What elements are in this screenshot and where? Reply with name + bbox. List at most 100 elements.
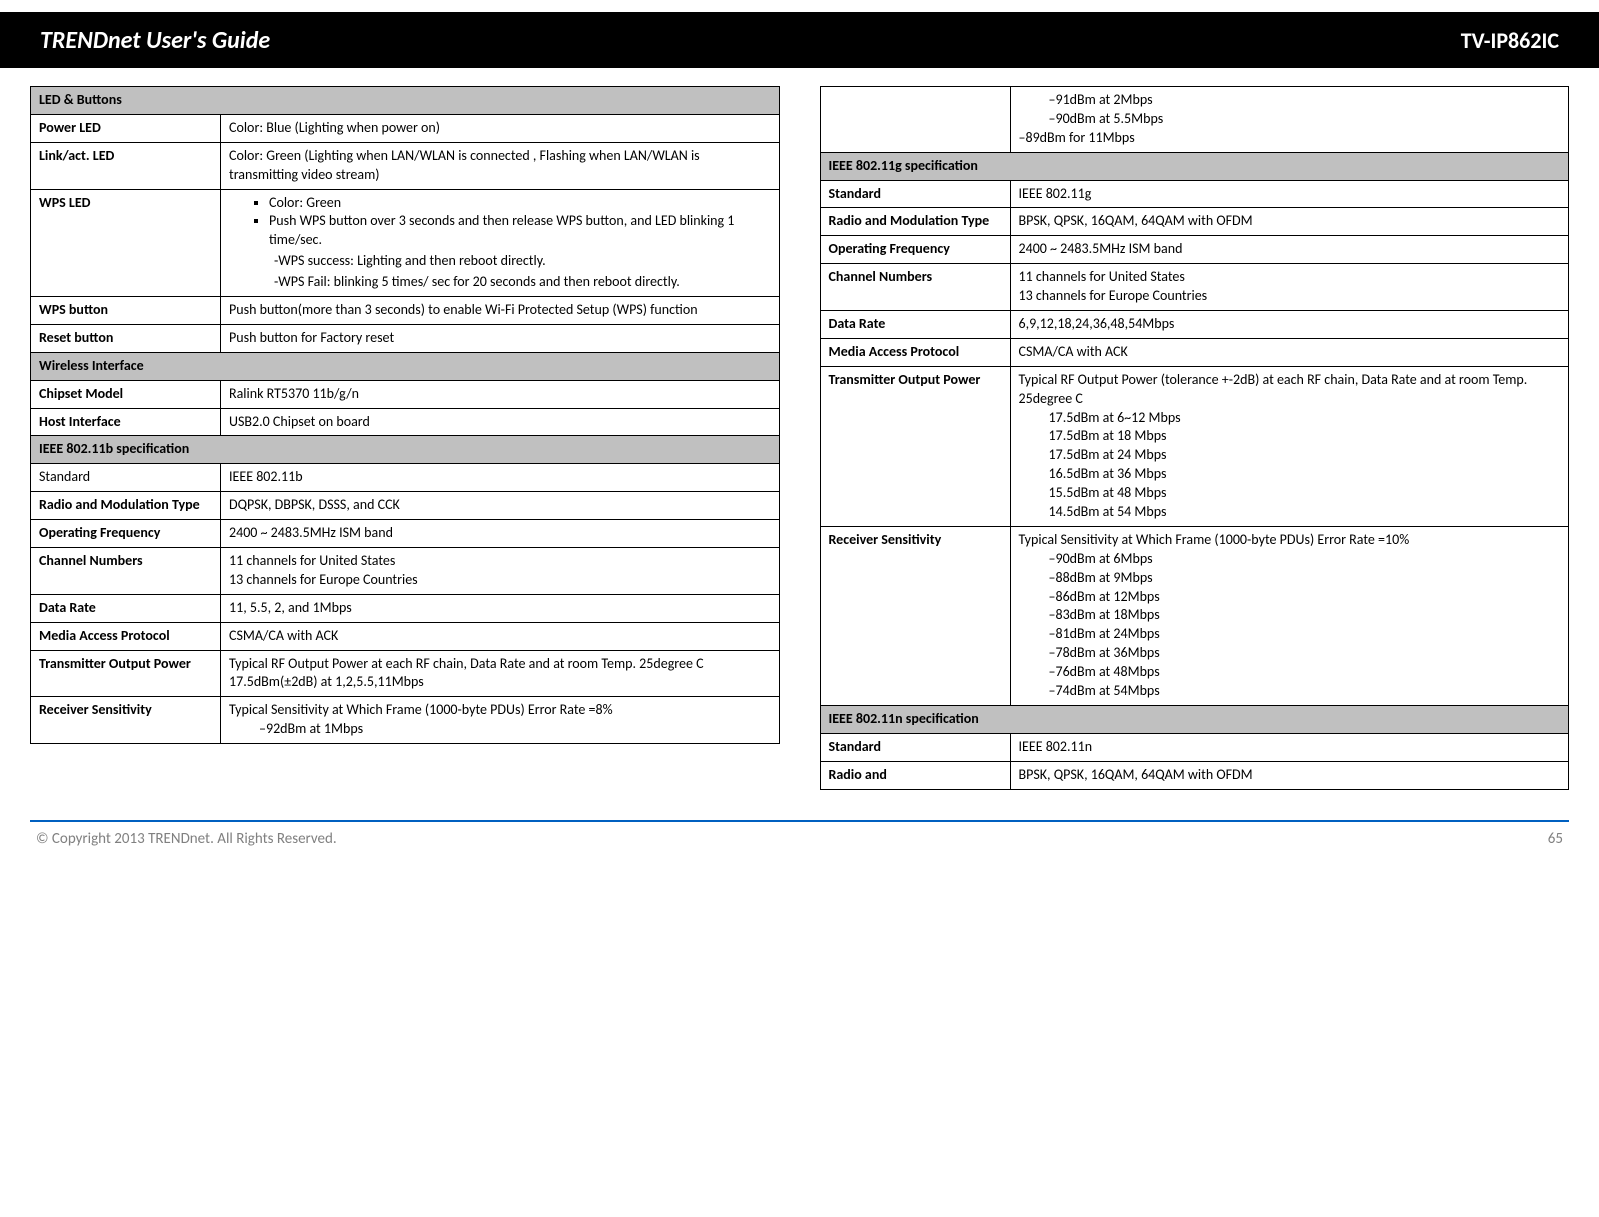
spec-value: CSMA/CA with ACK	[221, 622, 780, 650]
wps-subnote: -WPS success: Lighting and then reboot d…	[229, 252, 771, 271]
table-row: IEEE 802.11b specification	[31, 436, 780, 464]
table-row: –91dBm at 2Mbps –90dBm at 5.5Mbps –89dBm…	[820, 87, 1569, 153]
spec-key: Power LED	[31, 114, 221, 142]
spec-key: Chipset Model	[31, 380, 221, 408]
table-row: WPS button Push button(more than 3 secon…	[31, 297, 780, 325]
spec-key: Receiver Sensitivity	[31, 697, 221, 744]
spec-value: IEEE 802.11g	[1010, 180, 1569, 208]
spec-key: Link/act. LED	[31, 142, 221, 189]
table-row: Power LED Color: Blue (Lighting when pow…	[31, 114, 780, 142]
table-row: Operating Frequency 2400 ~ 2483.5MHz ISM…	[31, 520, 780, 548]
spec-table-right: –91dBm at 2Mbps –90dBm at 5.5Mbps –89dBm…	[820, 86, 1570, 790]
wps-bullet-list: Color: Green Push WPS button over 3 seco…	[229, 194, 771, 251]
value-line: 17.5dBm at 6~12 Mbps	[1019, 409, 1561, 428]
value-line: 11 channels for United States	[229, 552, 771, 571]
value-line: 13 channels for Europe Countries	[1019, 287, 1561, 306]
value-line: Typical RF Output Power at each RF chain…	[229, 655, 771, 674]
spec-value: 2400 ~ 2483.5MHz ISM band	[1010, 236, 1569, 264]
spec-key: Operating Frequency	[31, 520, 221, 548]
spec-key: Channel Numbers	[31, 548, 221, 595]
table-row: Channel Numbers 11 channels for United S…	[820, 264, 1569, 311]
spec-value: Ralink RT5370 11b/g/n	[221, 380, 780, 408]
spec-key: Media Access Protocol	[820, 338, 1010, 366]
table-row: Transmitter Output Power Typical RF Outp…	[31, 650, 780, 697]
value-line: 13 channels for Europe Countries	[229, 571, 771, 590]
spec-value: Push button for Factory reset	[221, 324, 780, 352]
spec-value: USB2.0 Chipset on board	[221, 408, 780, 436]
value-line: –83dBm at 18Mbps	[1019, 606, 1561, 625]
spec-value: 11, 5.5, 2, and 1Mbps	[221, 594, 780, 622]
table-row: Transmitter Output Power Typical RF Outp…	[820, 366, 1569, 526]
table-row: LED & Buttons	[31, 87, 780, 115]
value-line: –91dBm at 2Mbps	[1019, 91, 1561, 110]
spec-value: Typical Sensitivity at Which Frame (1000…	[1010, 526, 1569, 705]
section-11b: IEEE 802.11b specification	[31, 436, 780, 464]
spec-value: 6,9,12,18,24,36,48,54Mbps	[1010, 311, 1569, 339]
value-line: 17.5dBm at 24 Mbps	[1019, 446, 1561, 465]
content-columns: LED & Buttons Power LED Color: Blue (Lig…	[30, 86, 1569, 790]
spec-key: Operating Frequency	[820, 236, 1010, 264]
table-row: WPS LED Color: Green Push WPS button ove…	[31, 189, 780, 296]
section-led-buttons: LED & Buttons	[31, 87, 780, 115]
value-line: Typical Sensitivity at Which Frame (1000…	[229, 701, 771, 720]
page-footer: © Copyright 2013 TRENDnet. All Rights Re…	[30, 830, 1569, 854]
list-item: Color: Green	[269, 194, 771, 213]
spec-key: Radio and	[820, 761, 1010, 789]
spec-key: Receiver Sensitivity	[820, 526, 1010, 705]
spec-key: Host Interface	[31, 408, 221, 436]
table-row: IEEE 802.11n specification	[820, 705, 1569, 733]
table-row: Standard IEEE 802.11g	[820, 180, 1569, 208]
page-number: 65	[1548, 830, 1563, 848]
spec-key: Reset button	[31, 324, 221, 352]
spec-value: –91dBm at 2Mbps –90dBm at 5.5Mbps –89dBm…	[1010, 87, 1569, 153]
section-11g: IEEE 802.11g specification	[820, 152, 1569, 180]
copyright-text: © Copyright 2013 TRENDnet. All Rights Re…	[36, 830, 337, 848]
spec-key: Transmitter Output Power	[31, 650, 221, 697]
spec-key: WPS LED	[31, 189, 221, 296]
spec-value: 11 channels for United States 13 channel…	[221, 548, 780, 595]
spec-key: Radio and Modulation Type	[820, 208, 1010, 236]
spec-value: Color: Green Push WPS button over 3 seco…	[221, 189, 780, 296]
section-wireless: Wireless Interface	[31, 352, 780, 380]
table-row: Media Access Protocol CSMA/CA with ACK	[31, 622, 780, 650]
table-row: Media Access Protocol CSMA/CA with ACK	[820, 338, 1569, 366]
value-line: Typical RF Output Power (tolerance +-2dB…	[1019, 371, 1561, 409]
spec-key: Standard	[31, 464, 221, 492]
table-row: Standard IEEE 802.11b	[31, 464, 780, 492]
value-line: –92dBm at 1Mbps	[229, 720, 771, 739]
spec-key	[820, 87, 1010, 153]
spec-value: BPSK, QPSK, 16QAM, 64QAM with OFDM	[1010, 208, 1569, 236]
value-line: –78dBm at 36Mbps	[1019, 644, 1561, 663]
value-line: –90dBm at 6Mbps	[1019, 550, 1561, 569]
footer-divider	[30, 820, 1569, 822]
table-row: Operating Frequency 2400 ~ 2483.5MHz ISM…	[820, 236, 1569, 264]
spec-key: Transmitter Output Power	[820, 366, 1010, 526]
table-row: Data Rate 6,9,12,18,24,36,48,54Mbps	[820, 311, 1569, 339]
guide-title: TRENDnet User's Guide	[40, 26, 270, 55]
spec-value: Color: Green (Lighting when LAN/WLAN is …	[221, 142, 780, 189]
table-row: Receiver Sensitivity Typical Sensitivity…	[820, 526, 1569, 705]
spec-value: IEEE 802.11n	[1010, 733, 1569, 761]
value-line: –81dBm at 24Mbps	[1019, 625, 1561, 644]
table-row: Standard IEEE 802.11n	[820, 733, 1569, 761]
document-header: TRENDnet User's Guide TV-IP862IC	[0, 0, 1599, 68]
spec-value: CSMA/CA with ACK	[1010, 338, 1569, 366]
spec-key: WPS button	[31, 297, 221, 325]
value-line: 17.5dBm(±2dB) at 1,2,5.5,11Mbps	[229, 673, 771, 692]
table-row: Radio and BPSK, QPSK, 16QAM, 64QAM with …	[820, 761, 1569, 789]
spec-value: Typical RF Output Power (tolerance +-2dB…	[1010, 366, 1569, 526]
spec-value: IEEE 802.11b	[221, 464, 780, 492]
spec-value: Color: Blue (Lighting when power on)	[221, 114, 780, 142]
spec-table-left: LED & Buttons Power LED Color: Blue (Lig…	[30, 86, 780, 744]
value-line: –76dBm at 48Mbps	[1019, 663, 1561, 682]
spec-value: Typical RF Output Power at each RF chain…	[221, 650, 780, 697]
spec-key: Standard	[820, 180, 1010, 208]
spec-key: Data Rate	[31, 594, 221, 622]
right-column: –91dBm at 2Mbps –90dBm at 5.5Mbps –89dBm…	[820, 86, 1570, 790]
table-row: IEEE 802.11g specification	[820, 152, 1569, 180]
value-line: –86dBm at 12Mbps	[1019, 588, 1561, 607]
value-line: –89dBm for 11Mbps	[1019, 129, 1561, 148]
table-row: Radio and Modulation Type BPSK, QPSK, 16…	[820, 208, 1569, 236]
table-row: Reset button Push button for Factory res…	[31, 324, 780, 352]
product-model: TV-IP862IC	[1461, 27, 1559, 54]
